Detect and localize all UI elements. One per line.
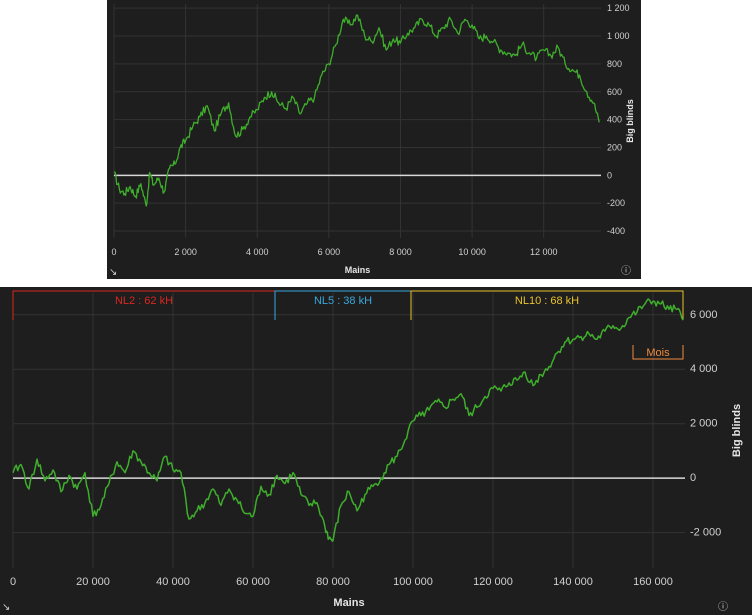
- top-x-tick-label: 12 000: [530, 247, 558, 257]
- bottom-chart-panel: NL2 : 62 kH NL5 : 38 kH NL10 : 68 kH Mois 0…: [0, 287, 752, 615]
- bot-x-tick-label: 80 000: [316, 576, 350, 588]
- bot-y-tick-label: -2 000: [690, 527, 721, 539]
- top-y-tick-label: -400: [607, 226, 625, 236]
- top-x-ticks: 0 2 000 4 000 6 000 8 000 10 000 12 000: [111, 247, 557, 257]
- bottom-info-icon[interactable]: ⓘ: [718, 602, 728, 613]
- top-info-icon[interactable]: ⓘ: [621, 266, 631, 277]
- bot-x-tick-label: 140 000: [553, 576, 593, 588]
- top-x-tick-label: 0: [111, 247, 116, 257]
- top-y-tick-label: 400: [607, 115, 622, 125]
- top-y-axis-title: Big blinds: [625, 99, 635, 143]
- bot-y-tick-label: 2 000: [690, 418, 718, 430]
- stake-label: NL10 : 68 kH: [515, 295, 579, 307]
- bottom-y-axis-title: Big blinds: [731, 404, 743, 457]
- bot-series-line: [12, 298, 684, 542]
- top-x-tick-label: 8 000: [389, 247, 412, 257]
- bottom-x-axis-title: Mains: [333, 597, 364, 609]
- top-y-tick-label: 0: [607, 170, 612, 180]
- top-y-tick-label: 600: [607, 87, 622, 97]
- top-x-tick-label: 10 000: [458, 247, 486, 257]
- top-series-line: [113, 14, 600, 207]
- top-resize-icon[interactable]: ↘: [109, 267, 118, 278]
- bot-x-tick-label: 120 000: [473, 576, 513, 588]
- bottom-annotations: NL2 : 62 kH NL5 : 38 kH NL10 : 68 kH Mois: [12, 290, 684, 360]
- top-y-ticks: 1 200 1 000 800 600 400 200 0 -200 -400: [607, 3, 630, 236]
- top-y-tick-label: 1 000: [607, 31, 630, 41]
- bottom-y-ticks: 6 000 4 000 2 000 0 -2 000: [690, 309, 721, 539]
- bot-x-tick-label: 100 000: [393, 576, 433, 588]
- top-grid: [113, 4, 601, 238]
- bottom-series: [12, 298, 684, 542]
- bot-y-tick-label: 4 000: [690, 363, 718, 375]
- top-series: [113, 14, 600, 207]
- bottom-resize-icon[interactable]: ↘: [2, 602, 11, 613]
- bot-y-tick-label: 0: [690, 472, 696, 484]
- top-y-tick-label: 1 200: [607, 3, 630, 13]
- bottom-x-ticks: 0 20 000 40 000 60 000 80 000 100 000 120 000 1…: [10, 576, 673, 588]
- stake-label: NL2 : 62 kH: [115, 295, 173, 307]
- bot-x-tick-label: 60 000: [236, 576, 270, 588]
- top-x-axis-title: Mains: [345, 265, 371, 275]
- top-y-tick-label: 200: [607, 142, 622, 152]
- bot-x-tick-label: 0: [10, 576, 16, 588]
- bot-y-tick-label: 6 000: [690, 309, 718, 321]
- top-x-tick-label: 2 000: [174, 247, 197, 257]
- top-x-tick-label: 6 000: [318, 247, 341, 257]
- stake-bracket: [410, 290, 684, 320]
- stake-label: NL5 : 38 kH: [314, 295, 372, 307]
- bot-x-tick-label: 20 000: [76, 576, 110, 588]
- bottom-line-chart: NL2 : 62 kH NL5 : 38 kH NL10 : 68 kH Mois 0…: [10, 290, 743, 609]
- bot-x-tick-label: 160 000: [633, 576, 673, 588]
- top-y-tick-label: -200: [607, 198, 625, 208]
- mois-bracket: [632, 345, 684, 360]
- mois-label: Mois: [646, 347, 670, 359]
- bottom-grid: [12, 293, 685, 568]
- top-x-tick-label: 4 000: [246, 247, 269, 257]
- top-y-tick-label: 800: [607, 59, 622, 69]
- bot-x-tick-label: 40 000: [156, 576, 190, 588]
